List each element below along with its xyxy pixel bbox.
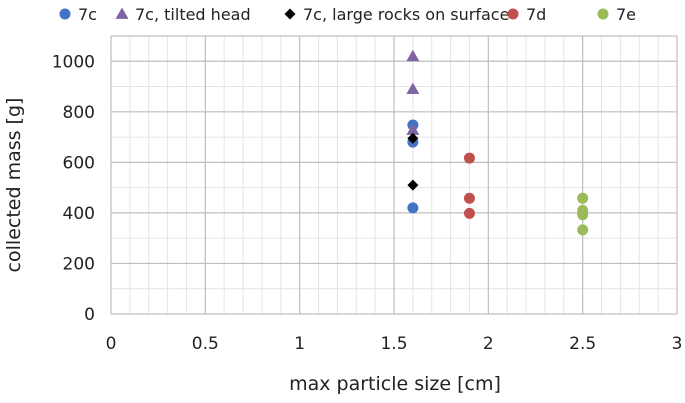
legend-label: 7e (616, 5, 636, 24)
data-point (407, 202, 419, 214)
data-point (577, 192, 589, 204)
series-5 (577, 192, 589, 236)
legend-marker (59, 8, 71, 20)
data-point (577, 224, 589, 236)
legend-entry: 7d (507, 5, 546, 24)
legend-entry: 7e (597, 5, 636, 24)
x-tick-label: 2 (483, 334, 494, 354)
legend-marker (507, 8, 519, 20)
y-tick-label: 0 (84, 305, 95, 325)
series-3 (407, 132, 419, 191)
y-tick-label: 1000 (52, 52, 95, 72)
y-tick-label: 600 (63, 153, 95, 173)
legend-label: 7c (78, 5, 97, 24)
legend-entry: 7c, large rocks on surface (284, 5, 509, 24)
x-tick-label: 1 (294, 334, 305, 354)
major-gridlines (110, 35, 678, 315)
y-tick-label: 800 (63, 103, 95, 123)
x-axis-tick-labels: 0 0.5 1 1.5 2 2.5 3 (106, 334, 683, 354)
legend-label: 7c, tilted head (135, 5, 251, 24)
x-tick-label: 1.5 (380, 334, 407, 354)
x-tick-label: 0 (106, 334, 117, 354)
legend-marker (115, 7, 129, 19)
legend-entry: 7c, tilted head (115, 5, 251, 24)
legend-entry: 7c (59, 5, 97, 24)
legend-marker (284, 8, 296, 20)
legend: 7c 7c, tilted head 7c, large rocks on surf… (59, 5, 636, 24)
x-tick-label: 0.5 (192, 334, 219, 354)
x-tick-label: 2.5 (569, 334, 596, 354)
data-point (406, 49, 420, 62)
y-tick-label: 200 (63, 254, 95, 274)
y-tick-label: 400 (63, 204, 95, 224)
legend-label: 7d (526, 5, 546, 24)
data-point (407, 179, 419, 191)
legend-label: 7c, large rocks on surface (303, 5, 509, 24)
data-point (463, 207, 475, 219)
data-points (406, 49, 589, 236)
y-axis-label: collected mass [g] (3, 98, 25, 273)
data-point (577, 209, 589, 221)
y-axis-tick-labels: 0 200 400 600 800 1000 (52, 52, 95, 325)
data-point (406, 82, 420, 94)
x-axis-label: max particle size [cm] (289, 373, 501, 395)
x-tick-label: 3 (672, 334, 683, 354)
data-point (463, 192, 475, 204)
data-point (406, 123, 420, 135)
series-4 (463, 152, 475, 219)
series-2 (406, 49, 420, 135)
legend-marker (597, 8, 609, 20)
data-point (407, 132, 419, 144)
data-point (463, 152, 475, 164)
